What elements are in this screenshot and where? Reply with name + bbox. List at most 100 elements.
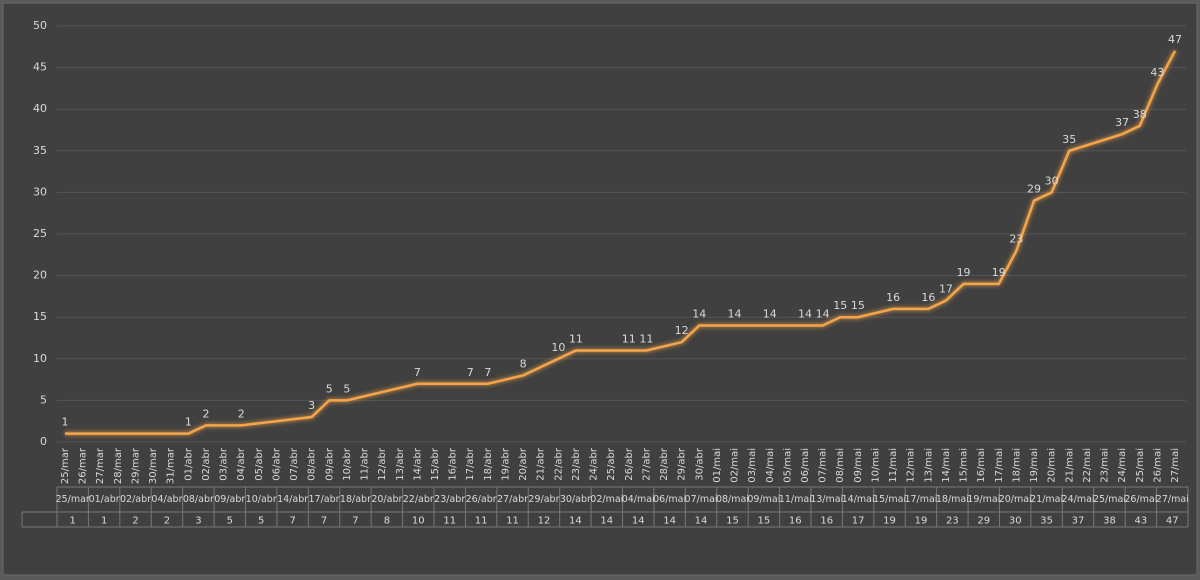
data-label: 14 (798, 308, 812, 321)
table-value: 14 (569, 516, 582, 527)
table-header: 18/abr (340, 494, 371, 505)
data-label: 7 (467, 366, 474, 379)
data-label: 19 (992, 266, 1006, 279)
data-label: 11 (622, 332, 636, 345)
table-header: 06/mai (653, 494, 686, 505)
table-value: 14 (663, 516, 676, 527)
x-tick-label: 12/mai (906, 448, 917, 483)
x-tick-label: 21/abr (536, 447, 547, 481)
x-tick-label: 23/abr (571, 447, 582, 481)
x-tick-label: 21/mai (1064, 448, 1075, 483)
table-header: 08/mai (716, 494, 749, 505)
data-label: 5 (326, 382, 333, 395)
data-label: 17 (939, 283, 953, 296)
x-tick-label: 24/abr (589, 447, 600, 481)
data-label: 7 (484, 366, 491, 379)
y-tick-label: 20 (33, 269, 47, 282)
x-tick-label: 31/mar (166, 447, 177, 484)
table-value: 11 (475, 516, 488, 527)
y-tick-label: 25 (33, 227, 47, 240)
x-tick-label: 06/abr (271, 447, 282, 481)
y-tick-label: 10 (33, 352, 47, 365)
data-label: 11 (639, 332, 653, 345)
data-label: 15 (851, 299, 865, 312)
data-label: 2 (238, 407, 245, 420)
x-tick-label: 14/abr (412, 447, 423, 481)
table-value: 7 (321, 516, 327, 527)
x-tick-label: 05/abr (254, 447, 265, 481)
data-label: 11 (569, 332, 583, 345)
x-tick-label: 25/mar (60, 447, 71, 484)
table-value: 16 (789, 516, 802, 527)
x-tick-label: 18/abr (483, 447, 494, 481)
data-label: 14 (816, 308, 830, 321)
table-header: 13/mai (810, 494, 843, 505)
table-header: 10/abr (246, 494, 277, 505)
table-header: 25/mai (1093, 494, 1126, 505)
table-value: 15 (758, 516, 771, 527)
table-header: 27/mai (1156, 494, 1189, 505)
x-tick-label: 01/abr (183, 447, 194, 481)
x-tick-label: 30/mar (148, 447, 159, 484)
data-label: 14 (728, 308, 742, 321)
x-tick-label: 25/abr (606, 447, 617, 481)
x-tick-label: 13/abr (395, 447, 406, 481)
table-value: 14 (695, 516, 708, 527)
y-tick-label: 50 (33, 19, 47, 32)
x-tick-label: 04/abr (236, 447, 247, 481)
x-tick-label: 19/abr (500, 447, 511, 481)
x-tick-label: 15/mai (959, 448, 970, 483)
data-label: 15 (833, 299, 847, 312)
x-tick-label: 30/abr (694, 447, 705, 481)
table-value: 8 (384, 516, 390, 527)
x-tick-label: 09/mai (853, 448, 864, 483)
x-tick-label: 12/abr (377, 447, 388, 481)
table-header: 17/mai (904, 494, 937, 505)
data-label: 35 (1062, 133, 1076, 146)
data-label: 16 (921, 291, 935, 304)
table-header: 23/abr (434, 494, 465, 505)
data-label: 43 (1150, 66, 1164, 79)
x-tick-label: 16/abr (448, 447, 459, 481)
table-value: 37 (1072, 516, 1085, 527)
table-header: 09/mai (747, 494, 780, 505)
table-value: 23 (946, 516, 959, 527)
x-tick-label: 26/mar (78, 447, 89, 484)
table-value: 1 (101, 516, 107, 527)
x-tick-label: 08/abr (307, 447, 318, 481)
y-tick-label: 35 (33, 144, 47, 157)
table-value: 7 (352, 516, 358, 527)
x-tick-label: 23/mai (1100, 448, 1111, 483)
table-header: 26/abr (466, 494, 497, 505)
y-tick-label: 15 (33, 310, 47, 323)
data-label: 1 (185, 416, 192, 429)
y-tick-label: 40 (33, 102, 47, 115)
table-value: 38 (1103, 516, 1116, 527)
x-tick-label: 18/mai (1011, 448, 1022, 483)
x-tick-label: 02/abr (201, 447, 212, 481)
x-tick-label: 06/mai (800, 448, 811, 483)
table-header: 09/abr (214, 494, 245, 505)
x-tick-label: 28/abr (659, 447, 670, 481)
data-label: 5 (343, 382, 350, 395)
x-tick-label: 11/mai (888, 448, 899, 483)
table-value: 7 (289, 516, 295, 527)
data-label: 2 (202, 407, 209, 420)
table-header: 26/mai (1124, 494, 1157, 505)
data-label: 37 (1115, 116, 1129, 129)
x-tick-label: 02/mai (730, 448, 741, 483)
table-header: 30/abr (560, 494, 591, 505)
x-tick-label: 25/mai (1135, 448, 1146, 483)
data-label: 29 (1027, 183, 1041, 196)
x-tick-label: 20/abr (518, 447, 529, 481)
x-tick-label: 28/mar (113, 447, 124, 484)
table-header: 14/abr (277, 494, 308, 505)
table-header: 20/mai (999, 494, 1032, 505)
x-tick-label: 04/mai (765, 448, 776, 483)
table-header: 02/mai (590, 494, 623, 505)
x-tick-label: 24/mai (1117, 448, 1128, 483)
table-header: 04/abr (151, 494, 182, 505)
x-tick-label: 03/abr (219, 447, 230, 481)
data-label: 8 (520, 357, 527, 370)
